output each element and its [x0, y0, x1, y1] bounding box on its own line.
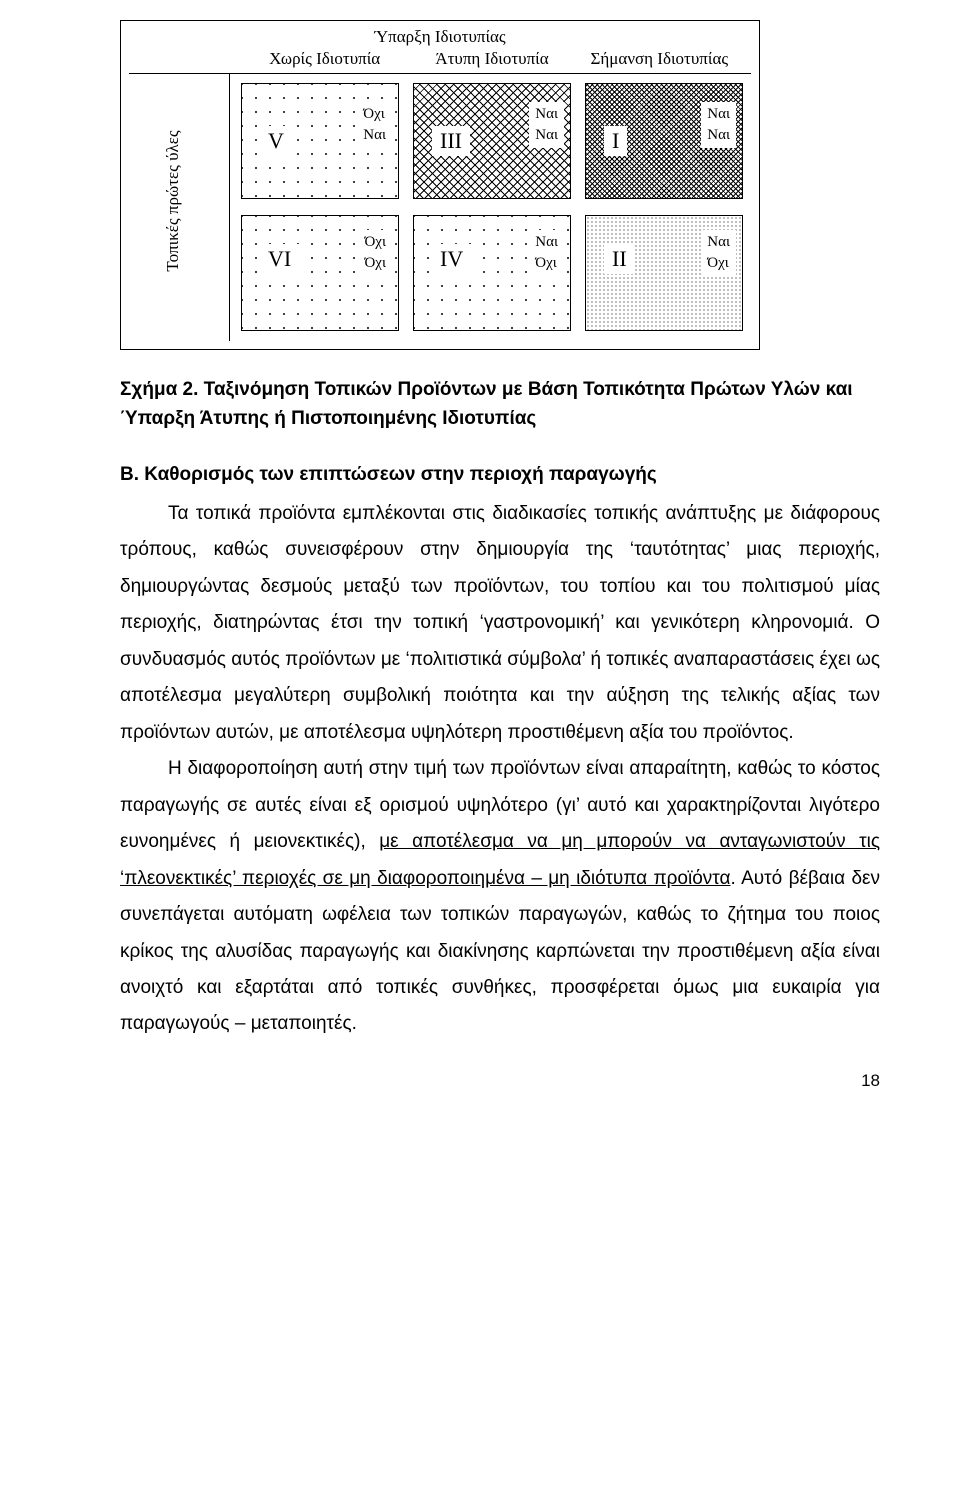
- column-headers: Χωρίς Ιδιοτυπία Άτυπη Ιδιοτυπία Σήμανση …: [241, 49, 743, 69]
- roman-II: II: [604, 244, 635, 274]
- cell-IV: IV Ναι Όχι: [413, 215, 571, 331]
- page-number: 18: [120, 1071, 880, 1091]
- col-header-2: Άτυπη Ιδιοτυπία: [408, 49, 575, 69]
- diagram-grid: V Όχι Ναι III Ναι Ναι I Ναι Ναι VI Όχι: [241, 83, 743, 331]
- roman-I: I: [604, 126, 627, 156]
- caption-prefix: Σχήμα 2.: [120, 379, 198, 400]
- cell-III-labels: Ναι Ναι: [529, 102, 564, 148]
- diagram-title: Ύπαρξη Ιδιοτυπίας: [121, 27, 759, 47]
- cell-II-labels: Ναι Όχι: [701, 230, 736, 276]
- roman-VI: VI: [260, 244, 299, 274]
- header-rule: [129, 73, 751, 74]
- cell-II: II Ναι Όχι: [585, 215, 743, 331]
- roman-IV: IV: [432, 244, 471, 274]
- cell-III: III Ναι Ναι: [413, 83, 571, 199]
- section-heading: Β. Καθορισμός των επιπτώσεων στην περιοχ…: [120, 464, 880, 486]
- roman-III: III: [432, 126, 470, 156]
- paragraph-1: Τα τοπικά προϊόντα εμπλέκονται στις διαδ…: [120, 496, 880, 751]
- row-axis-label: Τοπικές πρώτες ύλες: [163, 130, 183, 271]
- figure-caption: Σχήμα 2. Ταξινόμηση Τοπικών Προϊόντων με…: [120, 375, 880, 434]
- col-header-1: Χωρίς Ιδιοτυπία: [241, 49, 408, 69]
- caption-text: Ταξινόμηση Τοπικών Προϊόντων με Βάση Τοπ…: [120, 379, 853, 429]
- cell-I-labels: Ναι Ναι: [701, 102, 736, 148]
- cell-V: V Όχι Ναι: [241, 83, 399, 199]
- paragraph-2: Η διαφοροποίηση αυτή στην τιμή των προϊό…: [120, 751, 880, 1043]
- classification-diagram: Ύπαρξη Ιδιοτυπίας Χωρίς Ιδιοτυπία Άτυπη …: [120, 20, 760, 350]
- cell-VI-labels: Όχι Όχι: [358, 230, 392, 276]
- cell-I: I Ναι Ναι: [585, 83, 743, 199]
- col-header-3: Σήμανση Ιδιοτυπίας: [576, 49, 743, 69]
- vertical-rule: [229, 73, 230, 341]
- cell-VI: VI Όχι Όχι: [241, 215, 399, 331]
- body-text: Τα τοπικά προϊόντα εμπλέκονται στις διαδ…: [120, 496, 880, 1043]
- cell-IV-labels: Ναι Όχι: [529, 230, 564, 276]
- cell-V-labels: Όχι Ναι: [357, 102, 392, 148]
- roman-V: V: [260, 126, 292, 156]
